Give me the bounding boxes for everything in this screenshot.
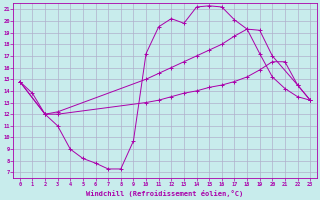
X-axis label: Windchill (Refroidissement éolien,°C): Windchill (Refroidissement éolien,°C) [86,190,244,197]
